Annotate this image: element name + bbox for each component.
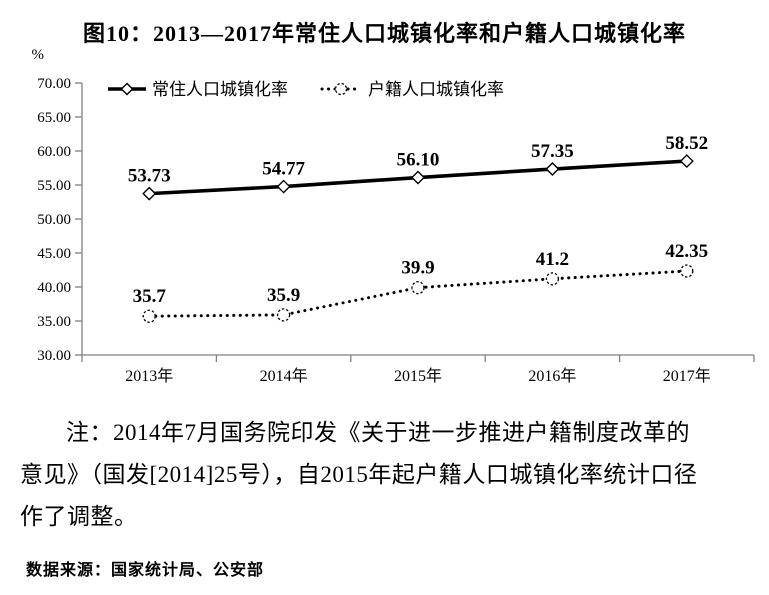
data-point-label: 41.2 bbox=[536, 249, 569, 270]
data-point-label: 58.52 bbox=[665, 133, 708, 154]
line-chart-svg: % 30.00 35.00 40.00 45.00 50.00 55.00 60.00 65.0… bbox=[32, 47, 755, 385]
diamond-marker-icon bbox=[545, 162, 560, 177]
legend-label-resident: 常住人口城镇化率 bbox=[152, 80, 288, 99]
y-tick-label: 60.00 bbox=[37, 144, 71, 160]
y-tick-label: 35.00 bbox=[37, 314, 71, 330]
x-category-label: 2014年 bbox=[260, 367, 308, 385]
x-category-label: 2017年 bbox=[663, 367, 711, 385]
circle-marker-icon bbox=[334, 82, 348, 96]
data-point-label: 35.7 bbox=[133, 286, 167, 307]
diamond-marker-icon bbox=[120, 82, 134, 96]
chart-legend: 常住人口城镇化率 户籍人口城镇化率 bbox=[108, 80, 504, 99]
x-axis-ticks: 2013年 2014年 2015年 2016年 2017年 bbox=[81, 355, 755, 385]
circle-marker-icon bbox=[142, 309, 156, 323]
circle-marker-icon bbox=[680, 264, 694, 278]
legend-label-hukou: 户籍人口城镇化率 bbox=[368, 80, 504, 99]
data-point-label: 42.35 bbox=[665, 241, 708, 262]
diamond-marker-icon bbox=[679, 154, 694, 169]
circle-marker-icon bbox=[545, 272, 560, 286]
x-category-label: 2016年 bbox=[528, 367, 576, 385]
x-category-label: 2013年 bbox=[125, 367, 173, 385]
y-tick-label: 45.00 bbox=[37, 246, 71, 262]
axes bbox=[81, 83, 754, 356]
y-tick-label: 70.00 bbox=[37, 76, 71, 92]
y-tick-label: 55.00 bbox=[37, 178, 71, 194]
diamond-marker-icon bbox=[411, 170, 425, 185]
y-axis-ticks: 30.00 35.00 40.00 45.00 50.00 55.00 60.00 65.00… bbox=[37, 76, 82, 364]
data-point-label: 53.73 bbox=[128, 166, 171, 187]
data-point-label: 35.9 bbox=[267, 285, 300, 306]
chart-title: 图10：2013—2017年常住人口城镇化率和户籍人口城镇化率 bbox=[82, 21, 686, 46]
y-tick-label: 65.00 bbox=[37, 110, 71, 126]
diamond-marker-icon bbox=[276, 179, 291, 194]
note-text: 注：2014年7月国务院印发《关于进一步推进户籍制度改革的意见》（国发[2014… bbox=[20, 420, 698, 529]
data-point-label: 57.35 bbox=[531, 141, 574, 162]
data-point-label: 39.9 bbox=[401, 258, 434, 279]
y-tick-label: 30.00 bbox=[37, 348, 71, 364]
series-resident: 53.73 54.77 56.10 57.35 58.52 bbox=[128, 133, 708, 201]
y-axis-unit-label: % bbox=[32, 47, 45, 63]
diamond-marker-icon bbox=[142, 186, 157, 201]
series-hukou: 35.7 35.9 39.9 41.2 42.35 bbox=[133, 241, 708, 323]
data-point-label: 56.10 bbox=[397, 150, 440, 171]
data-point-label: 54.77 bbox=[262, 159, 305, 180]
y-tick-label: 40.00 bbox=[37, 280, 71, 296]
x-category-label: 2015年 bbox=[394, 367, 442, 385]
circle-marker-icon bbox=[411, 281, 425, 295]
data-source: 数据来源：国家统计局、公安部 bbox=[26, 562, 265, 579]
circle-marker-icon bbox=[276, 308, 291, 322]
y-tick-label: 50.00 bbox=[37, 212, 71, 228]
chart-area: % 30.00 35.00 40.00 45.00 50.00 55.00 60.00 65.0… bbox=[0, 45, 769, 400]
